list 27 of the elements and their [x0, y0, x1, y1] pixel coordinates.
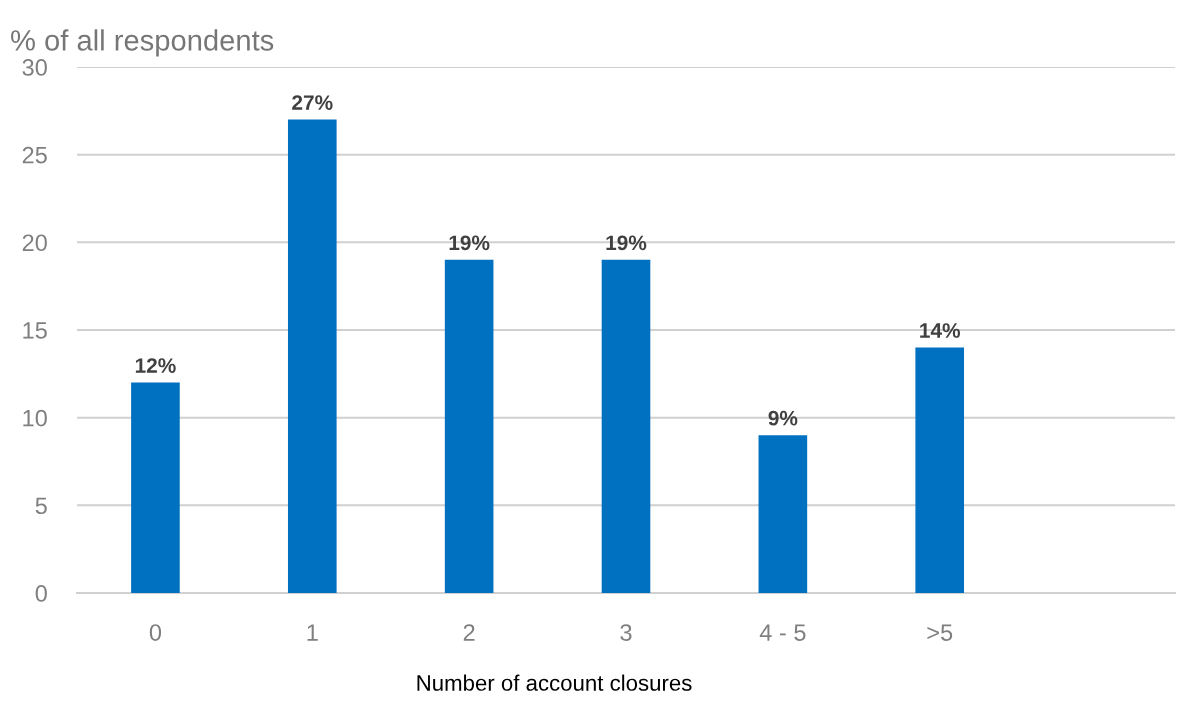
bar: [601, 259, 651, 593]
bar: [915, 347, 965, 593]
data-label: 9%: [768, 410, 798, 426]
x-tick-label: 2: [463, 624, 475, 641]
x-tick-label: >5: [927, 624, 953, 641]
x-axis-title: Number of account closures: [417, 674, 692, 691]
bar: [758, 435, 808, 593]
y-tick-label: 0: [35, 585, 47, 602]
data-label: 27%: [292, 95, 333, 110]
y-tick-label: 15: [23, 322, 47, 339]
x-tick-label: 0: [149, 624, 162, 641]
x-tick-label: 3: [620, 624, 632, 641]
y-tick-label: 30: [22, 59, 47, 76]
bar: [287, 119, 337, 593]
y-axis-title: % of all respondents: [11, 29, 274, 57]
data-label: 12%: [135, 358, 176, 373]
bar: [131, 382, 180, 593]
data-label: 19%: [606, 235, 647, 251]
y-tick-label: 10: [23, 409, 47, 427]
y-tick-label: 25: [22, 146, 47, 164]
data-label: 19%: [449, 235, 490, 251]
bar: [444, 259, 494, 593]
x-tick-label: 1: [307, 624, 318, 641]
y-tick-label: 5: [35, 497, 47, 515]
data-label: 14%: [920, 323, 961, 338]
y-tick-label: 20: [22, 234, 47, 252]
x-tick-label: 4 - 5: [759, 624, 806, 641]
